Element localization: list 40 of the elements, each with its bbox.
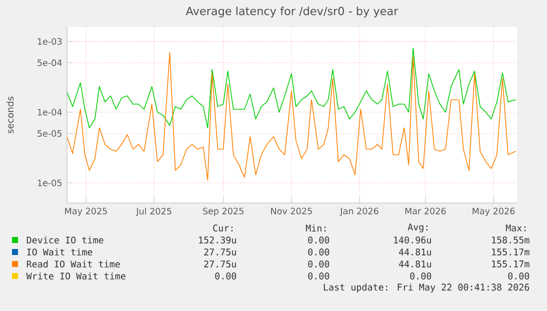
- text: Cur:: [213, 224, 233, 232]
- text: 44.81u: [398, 260, 431, 268]
- text: 0.00: [308, 236, 330, 244]
- text: 0.00: [308, 260, 330, 268]
- y-axis-title: seconds: [6, 96, 14, 134]
- text: 27.75u: [204, 248, 236, 256]
- x-tick-label: Nov 2025: [271, 208, 312, 214]
- y-tick-label: 5e-05: [38, 130, 62, 137]
- chart-title: Average latency for /dev/sr0 - by year: [186, 6, 398, 18]
- text: 152.39u: [199, 236, 236, 244]
- text: 158.55m: [492, 236, 530, 244]
- legend-label: Read IO Wait time: [26, 260, 120, 268]
- x-tick-label: Jul 2025: [136, 208, 172, 216]
- y-tick-label: 1e-04: [38, 108, 62, 116]
- legend-label: Write IO Wait time: [26, 272, 126, 280]
- y-tick-label: 5e-04: [38, 59, 62, 66]
- text: 0.00: [308, 272, 330, 280]
- legend-label: Device IO time: [26, 236, 104, 244]
- text: 0.00: [215, 272, 236, 280]
- legend-label: IO Wait time: [27, 248, 92, 256]
- x-tick-label: Jan 2026: [340, 208, 378, 216]
- x-tick-label: May 2026: [472, 208, 515, 216]
- text: 0.00: [308, 248, 330, 256]
- y-tick-label: 1e-03: [38, 38, 62, 45]
- text: Avg:: [408, 224, 428, 232]
- line-series: [67, 52, 516, 180]
- x-tick-label: Mar 2026: [405, 208, 446, 214]
- text: 0.00: [410, 272, 432, 280]
- text: Max:: [506, 224, 526, 232]
- text: 140.96u: [394, 236, 431, 244]
- text: 0.00: [508, 272, 530, 280]
- y-tick-label: 1e-05: [38, 180, 62, 186]
- text: Last update: Fri May 22 00:41:38 2026: [324, 284, 530, 292]
- text: 27.75u: [204, 260, 236, 268]
- text: 44.81u: [398, 248, 431, 256]
- text: 155.17m: [492, 260, 530, 268]
- text: 155.17m: [492, 248, 530, 256]
- x-tick-label: Sep 2025: [203, 208, 244, 216]
- text: Min:: [306, 224, 326, 232]
- x-tick-label: May 2025: [65, 208, 107, 216]
